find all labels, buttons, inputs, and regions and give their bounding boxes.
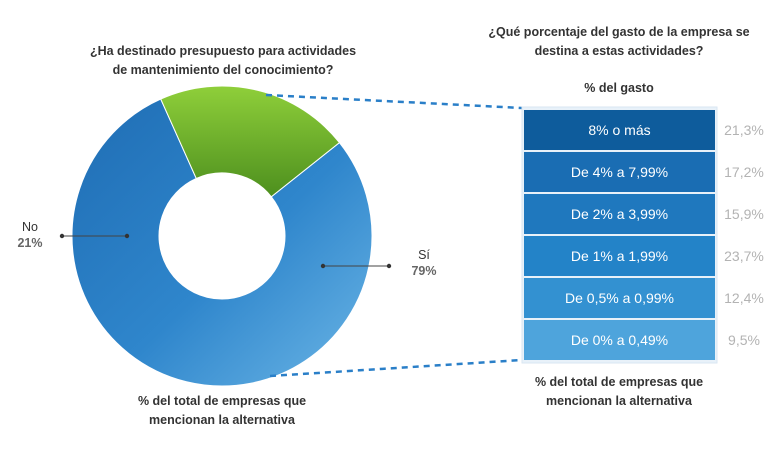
breakdown-rows: 8% o más 21,3% De 4% a 7,99% 17,2% De 2% a 3… [521, 106, 764, 364]
breakdown-row-value: 12,4% [724, 290, 764, 306]
breakdown-row-label: De 2% a 3,99% [571, 206, 668, 222]
breakdown-row-label: 8% o más [588, 122, 650, 138]
box-subtitle-line-1: % del total de empresas que [535, 375, 703, 389]
leader-dot-no-inner [124, 233, 130, 239]
breakdown-row-value: 15,9% [724, 206, 764, 222]
box-subtitle-line-2: mencionan la alternativa [546, 394, 693, 408]
connector-bottom [269, 358, 523, 378]
breakdown-row-bar [524, 152, 715, 192]
pie-subtitle-line-1: % del total de empresas que [138, 394, 306, 408]
donut-chart [71, 85, 373, 387]
pie-subtitle-line-2: mencionan la alternativa [149, 413, 296, 427]
slice-label-no: No [22, 220, 38, 234]
breakdown-row-value: 17,2% [724, 164, 764, 180]
breakdown-row-bar [524, 194, 715, 234]
breakdown-row-value: 21,3% [724, 122, 764, 138]
pie-title-line-1: ¿Ha destinado presupuesto para actividad… [90, 44, 356, 58]
breakdown-row-label: De 4% a 7,99% [571, 164, 668, 180]
leader-dot-no-outer [59, 233, 65, 239]
slice-value-no: 21% [17, 236, 42, 250]
leader-dot-si-inner [320, 263, 326, 269]
breakdown-row-label: De 1% a 1,99% [571, 248, 668, 264]
box-header: % del gasto [584, 81, 654, 95]
leader-dot-si-outer [386, 263, 392, 269]
breakdown-row-bar [524, 110, 715, 150]
breakdown-row-bar [524, 320, 715, 360]
breakdown-row-bar [524, 236, 715, 276]
slice-label-si: Sí [418, 248, 430, 262]
box-title-line-2: destina a estas actividades? [535, 44, 704, 58]
breakdown-row-value: 23,7% [724, 248, 764, 264]
breakdown-row-label: De 0% a 0,49% [571, 332, 668, 348]
breakdown-row-value: 9,5% [728, 332, 760, 348]
connector-top [265, 93, 523, 110]
breakdown-row-bar [524, 278, 715, 318]
slice-no [160, 85, 341, 198]
slice-si [71, 98, 373, 387]
slice-value-si: 79% [411, 264, 436, 278]
pie-title-line-2: de mantenimiento del conocimiento? [113, 63, 334, 77]
breakdown-row-label: De 0,5% a 0,99% [565, 290, 674, 306]
box-title-line-1: ¿Qué porcentaje del gasto de la empresa … [488, 25, 749, 39]
